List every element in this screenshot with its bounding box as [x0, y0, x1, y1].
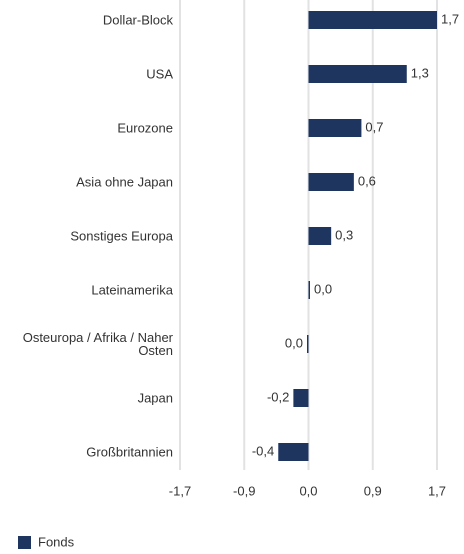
x-tick-label: 0,0	[299, 483, 317, 498]
bar	[307, 335, 309, 353]
x-tick-label: -0,9	[233, 483, 255, 498]
category-label: Großbritannien	[86, 444, 173, 460]
data-label: -0,4	[252, 443, 274, 458]
bar	[308, 65, 407, 83]
x-tick-label: -1,7	[169, 483, 191, 498]
data-label: 1,3	[411, 65, 429, 80]
category-label: Sonstiges Europa	[70, 228, 173, 244]
bar	[308, 173, 354, 191]
data-label: 0,6	[358, 173, 376, 188]
data-label: 0,0	[314, 281, 332, 296]
category-label: Lateinamerika	[91, 282, 173, 298]
category-label: USA	[146, 66, 173, 82]
category-label: Eurozone	[117, 120, 173, 136]
x-tick-label: 1,7	[428, 483, 446, 498]
data-label: 0,7	[365, 119, 383, 134]
bar	[308, 119, 362, 137]
bar	[308, 281, 310, 299]
category-label: Dollar-Block	[102, 12, 173, 28]
category-label: Asia ohne Japan	[76, 174, 173, 190]
legend-label: Fonds	[38, 534, 75, 549]
x-tick-label: 0,9	[364, 483, 382, 498]
bar	[308, 11, 437, 29]
data-label: -0,2	[267, 389, 289, 404]
category-label: Japan	[137, 390, 173, 406]
data-label: 0,0	[285, 335, 303, 350]
data-label: 1,7	[441, 11, 459, 26]
bar	[293, 389, 309, 407]
bar	[278, 443, 309, 461]
data-label: 0,3	[335, 227, 353, 242]
legend-swatch	[18, 536, 31, 549]
category-label: Osteuropa / Afrika / Naher Osten	[22, 330, 173, 358]
bar	[308, 227, 332, 245]
